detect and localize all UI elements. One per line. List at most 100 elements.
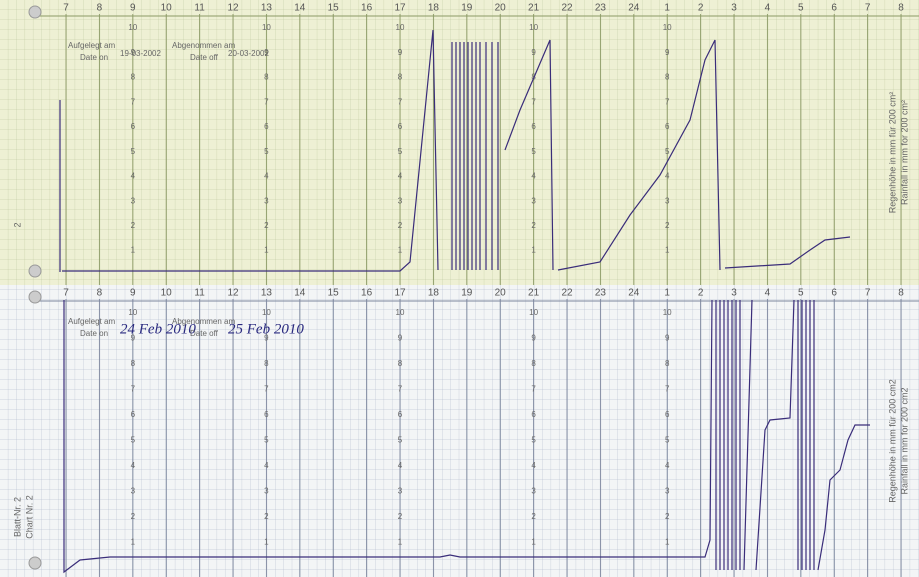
hour-label: 7 [63, 288, 69, 299]
scale-label: 2 [131, 512, 136, 521]
scale-label: 1 [531, 537, 536, 546]
scale-label: 5 [531, 435, 536, 444]
date-on-label-en: Date on [80, 53, 108, 62]
hour-label: 22 [561, 3, 573, 14]
scale-label: 5 [131, 147, 136, 156]
scale-label: 10 [396, 308, 405, 317]
scale-label: 9 [665, 334, 670, 343]
scale-label: 5 [398, 147, 403, 156]
hour-label: 11 [194, 288, 205, 299]
scale-label: 3 [398, 196, 403, 205]
scale-label: 8 [131, 359, 136, 368]
scale-label: 3 [264, 196, 269, 205]
hour-label: 23 [595, 3, 607, 14]
scale-label: 8 [531, 359, 536, 368]
hour-label: 19 [461, 3, 473, 14]
scale-label: 2 [264, 221, 269, 230]
scale-label: 1 [531, 246, 536, 255]
hour-label: 3 [731, 288, 737, 299]
hour-label: 12 [227, 288, 239, 299]
scale-label: 3 [531, 196, 536, 205]
scale-label: 9 [398, 48, 403, 57]
date-on-label: Aufgelegt am [68, 317, 115, 326]
scale-label: 2 [531, 221, 536, 230]
scale-label: 4 [264, 461, 269, 470]
hour-label: 22 [561, 288, 573, 299]
hour-label: 13 [261, 3, 273, 14]
scale-label: 4 [264, 172, 269, 181]
scale-label: 5 [264, 147, 269, 156]
scale-label: 4 [531, 461, 536, 470]
hour-label: 13 [261, 288, 273, 299]
scale-label: 4 [665, 172, 670, 181]
scale-label: 6 [264, 410, 269, 419]
hour-label: 3 [731, 3, 737, 14]
scale-label: 1 [398, 246, 403, 255]
hour-label: 9 [130, 288, 136, 299]
hour-label: 5 [798, 3, 804, 14]
side-note: Regenhöhe in mm für 200 cm2 [887, 379, 897, 503]
hour-label: 15 [328, 288, 340, 299]
scale-label: 3 [264, 486, 269, 495]
scale-label: 4 [131, 172, 136, 181]
date-off-label-en: Date off [190, 53, 219, 62]
scale-label: 5 [264, 435, 269, 444]
hour-label: 21 [528, 3, 540, 14]
chart-label: Chart Nr. 2 [24, 495, 34, 539]
scale-label: 8 [665, 359, 670, 368]
scale-label: 2 [665, 221, 670, 230]
scale-label: 8 [665, 73, 670, 82]
sheet-label: 2 [12, 222, 22, 227]
hour-label: 5 [798, 288, 804, 299]
hour-label: 18 [428, 288, 440, 299]
scale-label: 1 [131, 246, 136, 255]
scale-label: 10 [396, 23, 405, 32]
scale-label: 10 [529, 308, 538, 317]
hour-label: 2 [698, 3, 704, 14]
side-note-en: Rainfall in mm for 200 cm2 [899, 387, 909, 494]
hour-label: 9 [130, 3, 136, 14]
scale-label: 9 [531, 48, 536, 57]
scale-label: 7 [531, 385, 536, 394]
scale-label: 10 [663, 23, 672, 32]
hour-label: 21 [528, 288, 540, 299]
side-note: Regenhöhe in mm für 200 cm² [887, 92, 897, 214]
hour-label: 14 [294, 3, 306, 14]
scale-label: 6 [531, 410, 536, 419]
scale-label: 7 [531, 97, 536, 106]
punch-hole [29, 265, 41, 277]
hour-label: 12 [227, 3, 239, 14]
scale-label: 7 [665, 385, 670, 394]
scale-label: 2 [264, 512, 269, 521]
scale-label: 2 [131, 221, 136, 230]
scale-label: 5 [531, 147, 536, 156]
chart-scan: 7891011121314151617181920212223241234567… [0, 0, 919, 577]
scale-label: 7 [398, 385, 403, 394]
hour-label: 24 [628, 288, 640, 299]
scale-label: 1 [398, 537, 403, 546]
hour-label: 2 [698, 288, 704, 299]
scale-label: 7 [264, 385, 269, 394]
scale-label: 10 [128, 23, 137, 32]
hour-label: 24 [628, 3, 640, 14]
scale-label: 3 [398, 486, 403, 495]
date-off: 20-03-2002 [228, 49, 269, 58]
date-on: 19-03-2002 [120, 49, 161, 58]
scale-label: 6 [264, 122, 269, 131]
hour-label: 16 [361, 288, 373, 299]
hour-label: 10 [161, 3, 173, 14]
scale-label: 5 [131, 435, 136, 444]
hour-label: 6 [831, 288, 837, 299]
scale-label: 8 [264, 359, 269, 368]
scale-label: 1 [665, 537, 670, 546]
hour-label: 7 [63, 3, 69, 14]
date-off-label: Abgenommen am [172, 317, 235, 326]
hour-label: 20 [495, 3, 507, 14]
scale-label: 10 [529, 23, 538, 32]
scale-label: 4 [531, 172, 536, 181]
scale-label: 6 [398, 410, 403, 419]
scale-label: 4 [665, 461, 670, 470]
scale-label: 8 [398, 73, 403, 82]
scale-label: 6 [531, 122, 536, 131]
hour-label: 17 [394, 3, 406, 14]
